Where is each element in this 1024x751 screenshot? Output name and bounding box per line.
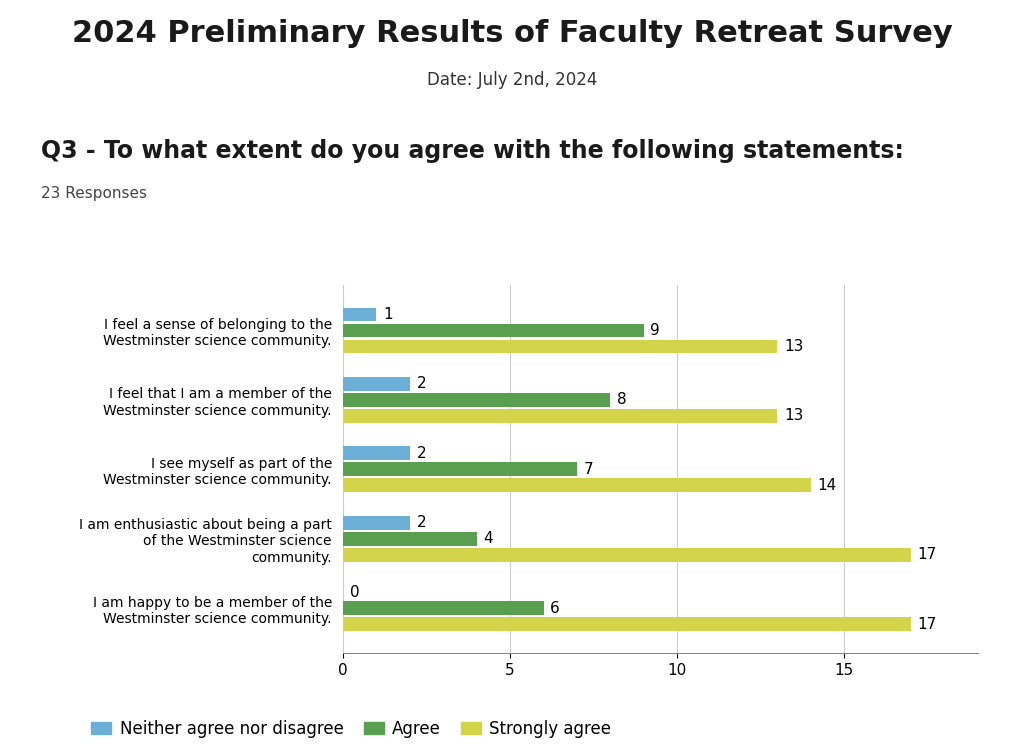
Text: 6: 6 [550, 601, 560, 616]
Bar [343, 617, 911, 631]
Text: 17: 17 [918, 547, 937, 562]
Bar [343, 478, 811, 493]
Text: 0: 0 [350, 585, 359, 600]
Text: 4: 4 [483, 531, 493, 546]
Bar [343, 393, 610, 407]
Text: 2024 Preliminary Results of Faculty Retreat Survey: 2024 Preliminary Results of Faculty Retr… [72, 19, 952, 48]
Text: 13: 13 [784, 339, 804, 354]
Text: 9: 9 [650, 323, 660, 338]
Text: 13: 13 [784, 409, 804, 424]
Bar [343, 547, 911, 562]
Text: 1: 1 [383, 307, 393, 322]
Text: Q3 - To what extent do you agree with the following statements:: Q3 - To what extent do you agree with th… [41, 139, 904, 163]
Text: 14: 14 [817, 478, 837, 493]
Text: 2: 2 [417, 515, 426, 530]
Bar [343, 516, 410, 529]
Bar [343, 532, 477, 546]
Legend: Neither agree nor disagree, Agree, Strongly agree: Neither agree nor disagree, Agree, Stron… [85, 713, 617, 744]
Text: 8: 8 [617, 393, 627, 408]
Text: 2: 2 [417, 376, 426, 391]
Bar [343, 339, 777, 354]
Bar [343, 463, 577, 476]
Bar [343, 308, 377, 321]
Text: 2: 2 [417, 446, 426, 461]
Text: Date: July 2nd, 2024: Date: July 2nd, 2024 [427, 71, 597, 89]
Text: 17: 17 [918, 617, 937, 632]
Bar [343, 409, 777, 423]
Bar [343, 446, 410, 460]
Bar [343, 602, 544, 615]
Text: 23 Responses: 23 Responses [41, 186, 147, 201]
Bar [343, 377, 410, 391]
Bar [343, 324, 644, 337]
Text: 7: 7 [584, 462, 593, 477]
